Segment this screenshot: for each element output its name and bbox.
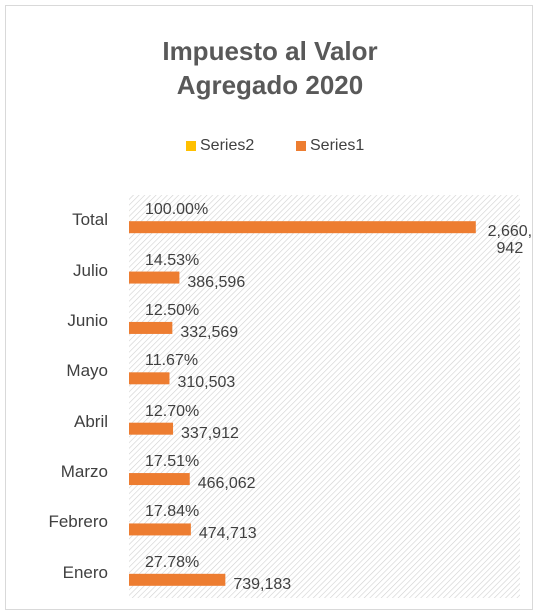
legend-label: Series2 [200,137,255,154]
y-tick-label: Total [72,210,108,230]
data-label: 11.67% [145,352,199,370]
bar [129,271,180,284]
y-tick-label: Mayo [66,361,108,381]
y-tick-label: Febrero [48,512,108,532]
bar [129,573,226,586]
data-label: 27.78% [145,553,200,571]
data-label: 739,183 [233,575,292,593]
bar [129,473,190,486]
data-label: 17.51% [145,453,200,471]
bar [129,523,191,536]
data-label: 12.50% [145,301,200,319]
plot-area [129,195,520,598]
data-label: 310,503 [177,374,236,392]
data-label: 14.53% [145,251,200,269]
y-tick-label: Junio [67,310,108,330]
data-label: 12.70% [145,402,200,420]
data-label: 466,062 [197,475,256,493]
data-label: 2,660,942 [487,223,533,258]
bar [129,321,173,334]
legend-swatch [186,141,196,151]
chart-title: Impuesto al Valor Agregado 2020 [162,36,378,100]
data-label: 332,569 [180,323,239,341]
data-label: 100.00% [145,201,209,219]
y-tick-label: Marzo [60,462,108,482]
data-label: 17.84% [145,503,200,521]
bar [129,422,174,435]
legend-label: Series1 [310,137,365,154]
legend-swatch [296,141,306,151]
data-label: 337,912 [181,424,239,442]
data-label: 386,596 [187,273,246,291]
bar [129,221,476,234]
y-tick-label: Abril [73,411,108,431]
y-tick-label: Enero [62,562,108,582]
data-label: 474,713 [198,525,257,543]
bar [129,372,170,385]
y-tick-label: Julio [73,260,108,280]
